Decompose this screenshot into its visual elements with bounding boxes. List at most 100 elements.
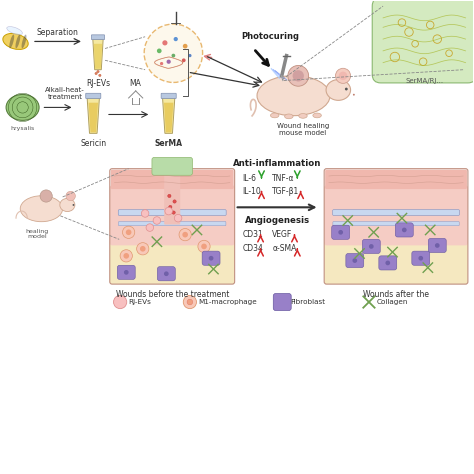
Circle shape bbox=[353, 258, 357, 263]
FancyBboxPatch shape bbox=[412, 251, 430, 265]
Circle shape bbox=[40, 190, 52, 202]
FancyBboxPatch shape bbox=[362, 239, 380, 254]
FancyBboxPatch shape bbox=[202, 251, 220, 265]
Text: Wound healing
mouse model: Wound healing mouse model bbox=[277, 123, 329, 136]
Ellipse shape bbox=[22, 35, 27, 48]
FancyBboxPatch shape bbox=[110, 185, 235, 246]
Circle shape bbox=[336, 68, 351, 83]
Circle shape bbox=[124, 270, 128, 275]
Ellipse shape bbox=[9, 35, 14, 48]
Circle shape bbox=[292, 70, 304, 82]
FancyBboxPatch shape bbox=[117, 265, 135, 279]
Ellipse shape bbox=[326, 80, 351, 100]
Text: Collagen: Collagen bbox=[376, 299, 408, 305]
Polygon shape bbox=[87, 98, 100, 133]
Text: Angiogenesis: Angiogenesis bbox=[245, 216, 310, 225]
Ellipse shape bbox=[257, 76, 330, 116]
FancyBboxPatch shape bbox=[332, 225, 350, 239]
Circle shape bbox=[66, 191, 75, 201]
Circle shape bbox=[141, 210, 149, 217]
Circle shape bbox=[168, 194, 171, 198]
Text: CD34: CD34 bbox=[243, 244, 264, 253]
Circle shape bbox=[123, 253, 129, 259]
Text: RJ-EVs: RJ-EVs bbox=[128, 299, 152, 305]
Circle shape bbox=[419, 256, 423, 261]
Circle shape bbox=[169, 205, 172, 209]
Circle shape bbox=[173, 200, 176, 203]
FancyBboxPatch shape bbox=[118, 210, 226, 215]
Circle shape bbox=[73, 204, 74, 206]
FancyBboxPatch shape bbox=[91, 35, 105, 39]
Circle shape bbox=[162, 40, 167, 46]
Text: Wounds before the treatment: Wounds before the treatment bbox=[116, 290, 229, 299]
Polygon shape bbox=[163, 98, 175, 133]
Circle shape bbox=[188, 54, 191, 57]
FancyBboxPatch shape bbox=[346, 254, 364, 268]
Text: MA: MA bbox=[130, 79, 142, 88]
Ellipse shape bbox=[60, 198, 75, 211]
FancyBboxPatch shape bbox=[110, 241, 235, 284]
Circle shape bbox=[209, 256, 213, 261]
Ellipse shape bbox=[16, 35, 20, 48]
FancyBboxPatch shape bbox=[324, 185, 468, 246]
FancyBboxPatch shape bbox=[164, 170, 180, 225]
Ellipse shape bbox=[7, 27, 22, 35]
Circle shape bbox=[173, 37, 178, 41]
Ellipse shape bbox=[313, 113, 321, 118]
Text: TGF-β1: TGF-β1 bbox=[273, 187, 300, 196]
Text: RJ-EVs: RJ-EVs bbox=[86, 79, 110, 88]
Circle shape bbox=[402, 228, 407, 232]
Circle shape bbox=[97, 71, 99, 73]
Ellipse shape bbox=[299, 114, 307, 118]
Circle shape bbox=[385, 261, 390, 265]
FancyBboxPatch shape bbox=[118, 221, 226, 226]
Circle shape bbox=[126, 229, 131, 235]
Circle shape bbox=[146, 224, 154, 231]
Ellipse shape bbox=[271, 113, 279, 118]
Circle shape bbox=[95, 73, 97, 75]
Text: Fibroblast: Fibroblast bbox=[291, 299, 326, 305]
Polygon shape bbox=[93, 39, 103, 70]
Polygon shape bbox=[94, 44, 102, 69]
Circle shape bbox=[164, 272, 169, 276]
Text: SerMA: SerMA bbox=[155, 139, 182, 148]
Polygon shape bbox=[89, 103, 98, 132]
FancyBboxPatch shape bbox=[161, 93, 176, 99]
FancyBboxPatch shape bbox=[379, 256, 397, 270]
FancyBboxPatch shape bbox=[333, 210, 459, 215]
Text: SerMA/RJ...: SerMA/RJ... bbox=[405, 78, 443, 84]
Text: Photocuring: Photocuring bbox=[241, 32, 299, 41]
Circle shape bbox=[187, 299, 193, 305]
Text: healing
model: healing model bbox=[25, 228, 48, 239]
FancyBboxPatch shape bbox=[324, 241, 468, 284]
Text: IL-10: IL-10 bbox=[243, 187, 261, 196]
Text: CD31: CD31 bbox=[243, 230, 264, 239]
Text: Anti-inflammation: Anti-inflammation bbox=[233, 159, 321, 168]
FancyBboxPatch shape bbox=[333, 221, 459, 226]
Circle shape bbox=[153, 217, 161, 224]
Circle shape bbox=[183, 295, 197, 309]
Text: Alkali-heat-: Alkali-heat- bbox=[45, 87, 85, 93]
Circle shape bbox=[339, 72, 347, 80]
FancyBboxPatch shape bbox=[273, 293, 291, 310]
Circle shape bbox=[114, 295, 127, 309]
Circle shape bbox=[140, 246, 146, 252]
Circle shape bbox=[183, 44, 188, 48]
Circle shape bbox=[122, 226, 135, 238]
FancyBboxPatch shape bbox=[372, 0, 474, 83]
Circle shape bbox=[172, 211, 175, 214]
FancyBboxPatch shape bbox=[157, 267, 175, 281]
Text: treatment: treatment bbox=[47, 94, 82, 100]
Circle shape bbox=[182, 58, 186, 62]
Ellipse shape bbox=[3, 34, 28, 49]
Ellipse shape bbox=[284, 114, 293, 118]
Circle shape bbox=[144, 24, 202, 82]
Ellipse shape bbox=[6, 94, 39, 120]
FancyBboxPatch shape bbox=[86, 93, 101, 99]
Text: Separation: Separation bbox=[36, 28, 78, 36]
Text: M1-macrophage: M1-macrophage bbox=[198, 299, 257, 305]
Circle shape bbox=[174, 214, 182, 222]
Text: hrysalis: hrysalis bbox=[10, 126, 35, 131]
Circle shape bbox=[369, 244, 374, 249]
Circle shape bbox=[182, 232, 188, 237]
